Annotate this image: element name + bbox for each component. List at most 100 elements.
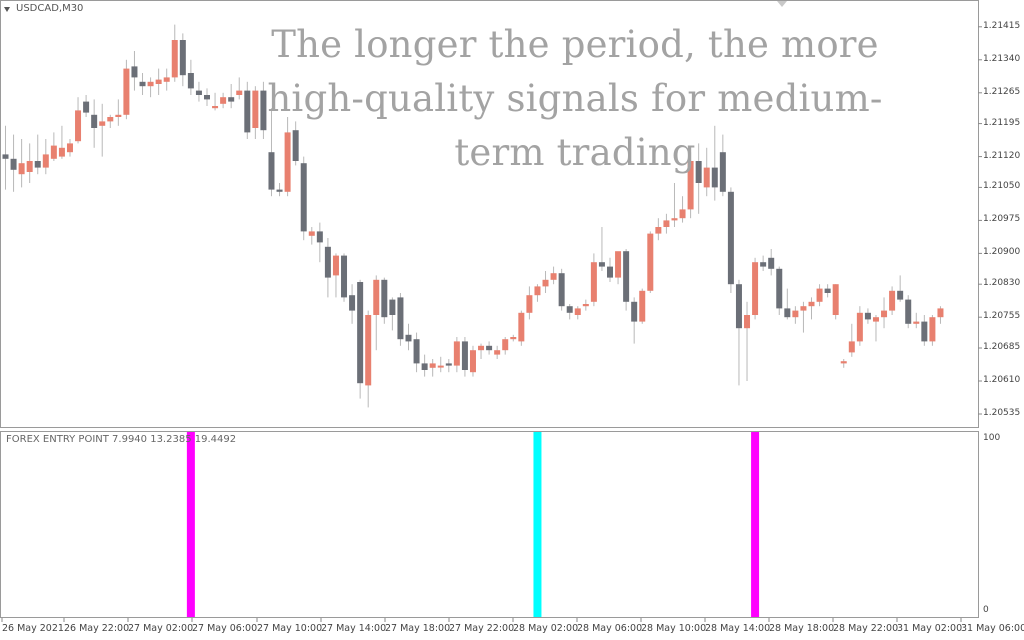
bull-candle — [252, 90, 259, 128]
bear-candle — [461, 341, 468, 370]
bear-candle — [768, 257, 775, 269]
bear-candle — [91, 114, 98, 128]
bull-candle — [50, 145, 57, 159]
bull-candle — [590, 262, 597, 302]
bull-candle — [856, 312, 863, 342]
indicator-axis-min: 0 — [983, 605, 989, 615]
bear-candle — [34, 161, 41, 168]
bear-candle — [905, 299, 912, 324]
bull-candle — [615, 251, 622, 278]
time-label: 27 May 18:00 — [385, 623, 451, 634]
bull-candle — [469, 350, 476, 373]
bear-candle — [695, 161, 702, 183]
bull-candle — [18, 163, 25, 175]
time-label: 31 May 06:00 — [961, 623, 1024, 634]
bear-candle — [10, 158, 17, 170]
bull-candle — [752, 262, 759, 315]
time-label: 28 May 06:00 — [577, 623, 643, 634]
bear-candle — [131, 66, 138, 78]
chart-frame — [0, 0, 979, 618]
price-label: 1.20535 — [983, 408, 1021, 418]
bear-candle — [204, 95, 210, 100]
bull-candle — [647, 233, 654, 291]
time-label: 27 May 06:00 — [192, 623, 258, 634]
bull-candle — [99, 121, 106, 126]
bear-candle — [179, 40, 186, 76]
bull-candle — [687, 161, 694, 210]
bull-candle — [550, 273, 557, 280]
price-label: 1.21340 — [983, 53, 1021, 64]
bear-candle — [195, 90, 202, 95]
bull-candle — [663, 220, 670, 227]
bull-candle — [284, 132, 291, 192]
sell-signal-bar — [751, 432, 760, 617]
bull-candle — [365, 315, 372, 386]
bull-candle — [107, 117, 114, 122]
price-label: 1.21050 — [983, 181, 1021, 192]
bull-candle — [832, 284, 839, 315]
indicator-title: FOREX ENTRY POINT 7.9940 13.2385 19.4492 — [6, 434, 237, 445]
price-label: 1.20755 — [983, 311, 1021, 322]
price-label: 1.20975 — [983, 214, 1021, 225]
chart-shift-marker-icon[interactable] — [777, 1, 787, 7]
indicator-axis-max: 100 — [983, 433, 1001, 443]
bull-candle — [913, 321, 920, 324]
time-label: 28 May 18:00 — [769, 623, 835, 634]
time-label: 27 May 14:00 — [321, 623, 387, 634]
bull-candle — [679, 209, 686, 219]
indicator-pane-border — [0, 431, 979, 618]
bear-candle — [445, 363, 452, 366]
dropdown-arrow-icon[interactable] — [4, 7, 10, 12]
bull-candle — [155, 79, 162, 84]
bull-candle — [881, 310, 888, 318]
bull-candle — [510, 337, 517, 340]
bull-candle — [212, 106, 219, 109]
bear-candle — [421, 363, 428, 370]
price-label: 1.20610 — [983, 375, 1021, 385]
bear-candle — [341, 255, 348, 298]
bear-candle — [292, 130, 299, 161]
bull-candle — [75, 110, 82, 142]
caption-line: high-quality signals for medium- — [267, 77, 883, 120]
bull-candle — [220, 97, 227, 104]
bull-candle — [534, 286, 541, 296]
bull-candle — [147, 81, 154, 87]
candle-bodies — [2, 40, 944, 386]
bull-candle — [502, 339, 509, 351]
time-label: 28 May 02:00 — [513, 623, 579, 634]
bull-candle — [115, 114, 122, 117]
bear-candle — [389, 299, 396, 315]
bear-candle — [824, 288, 831, 293]
bear-candle — [316, 231, 323, 243]
bear-candle — [727, 191, 734, 285]
bear-candle — [631, 301, 638, 322]
bull-candle — [671, 218, 678, 221]
bear-candle — [349, 295, 356, 311]
bear-candle — [324, 246, 331, 278]
bull-candle — [744, 315, 751, 329]
bull-candle — [478, 345, 485, 351]
bear-candle — [268, 152, 275, 190]
bear-candle — [357, 282, 364, 384]
bull-candle — [872, 317, 879, 322]
price-label: 1.21415 — [983, 20, 1021, 31]
bull-candle — [840, 361, 847, 364]
bull-candle — [494, 350, 501, 355]
bull-candle — [848, 341, 855, 353]
bull-candle — [937, 308, 944, 318]
bull-candle — [703, 167, 710, 188]
time-label: 31 May 02:00 — [897, 623, 963, 634]
bull-candle — [542, 279, 549, 287]
time-label: 26 May 2021 — [2, 623, 64, 634]
caption-overlay: The longer the period, the more high-qua… — [255, 18, 895, 180]
bear-candle — [558, 273, 565, 307]
sell-signal-bar — [186, 432, 195, 617]
time-label: 28 May 14:00 — [705, 623, 771, 634]
buy-signal-bar — [533, 432, 542, 617]
bull-candle — [582, 304, 589, 307]
bull-candle — [66, 143, 73, 153]
bull-candle — [808, 301, 815, 307]
bear-candle — [760, 262, 767, 267]
price-label: 1.21265 — [983, 86, 1021, 97]
